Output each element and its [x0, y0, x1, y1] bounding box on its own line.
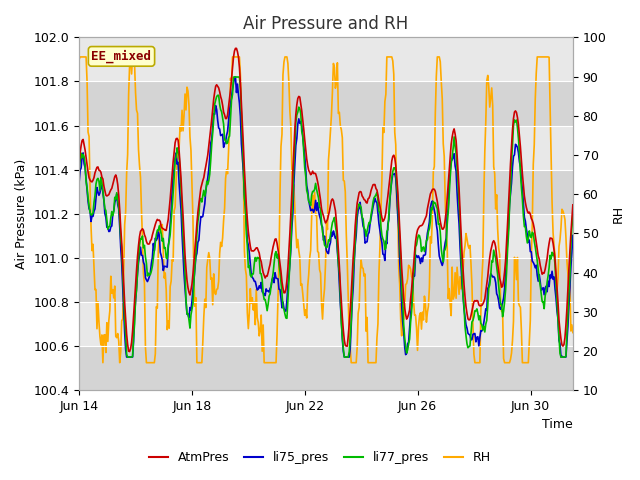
- Bar: [79, 346, 573, 390]
- Bar: [79, 302, 573, 346]
- Bar: [79, 258, 573, 302]
- Legend: AtmPres, li75_pres, li77_pres, RH: AtmPres, li75_pres, li77_pres, RH: [144, 446, 496, 469]
- Y-axis label: RH: RH: [612, 204, 625, 223]
- Y-axis label: Air Pressure (kPa): Air Pressure (kPa): [15, 158, 28, 269]
- Bar: [79, 169, 573, 214]
- Bar: [79, 37, 573, 82]
- Bar: [79, 126, 573, 169]
- Bar: [79, 82, 573, 126]
- Title: Air Pressure and RH: Air Pressure and RH: [243, 15, 408, 33]
- Text: EE_mixed: EE_mixed: [92, 50, 152, 63]
- Bar: [79, 214, 573, 258]
- X-axis label: Time: Time: [542, 419, 573, 432]
